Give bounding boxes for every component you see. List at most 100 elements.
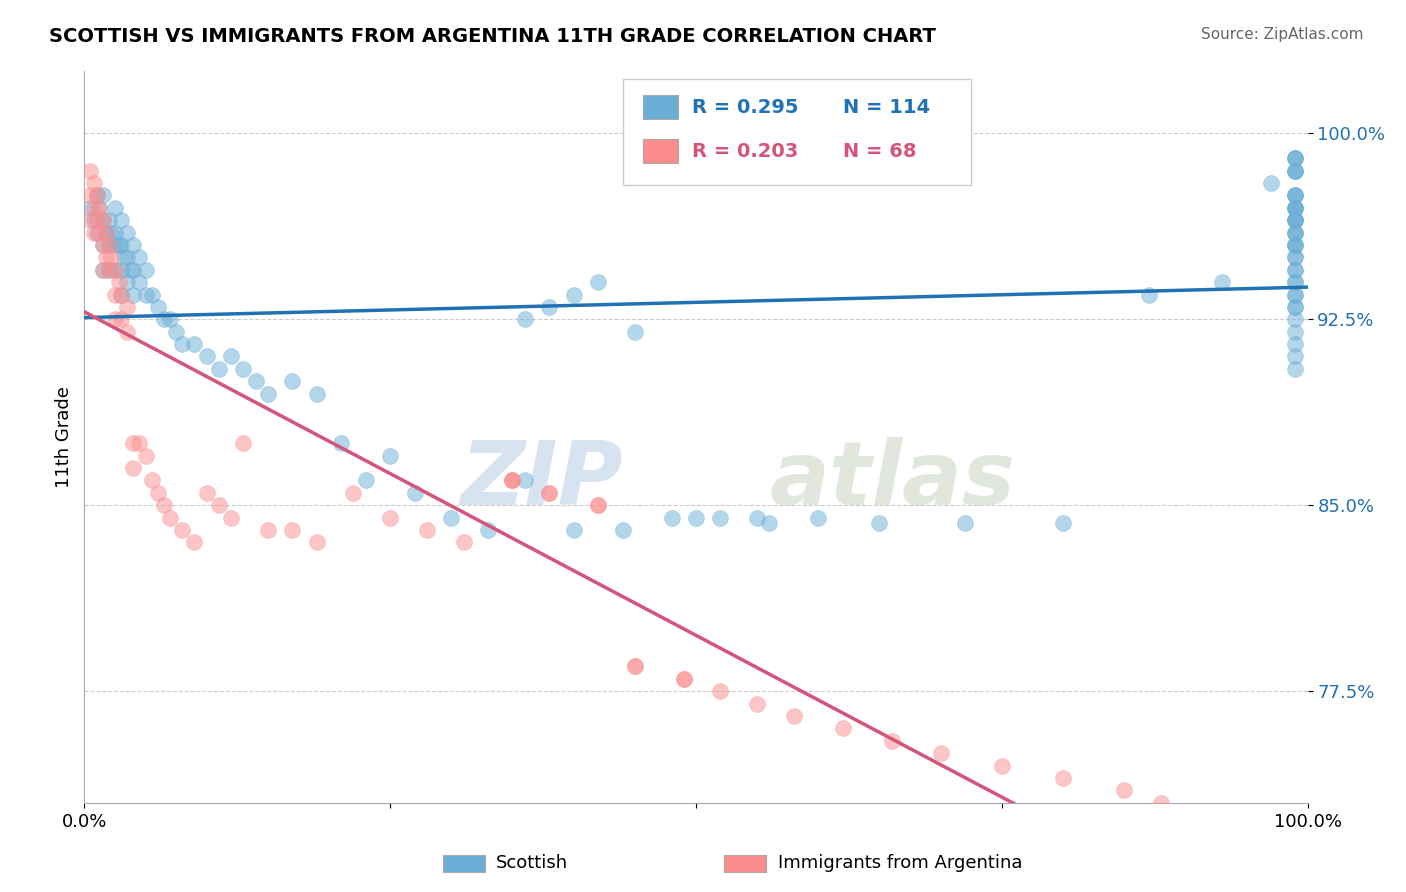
Point — [86, 188, 108, 202]
Point — [122, 287, 145, 301]
Point — [232, 436, 254, 450]
Point — [115, 325, 138, 339]
Point — [86, 213, 108, 227]
Point — [97, 238, 120, 252]
Point — [83, 226, 105, 240]
Text: N = 68: N = 68 — [842, 142, 917, 161]
Point — [1284, 213, 1306, 227]
Point — [1284, 300, 1306, 314]
Point — [685, 510, 707, 524]
Point — [146, 486, 169, 500]
Point — [183, 337, 205, 351]
Point — [91, 213, 114, 227]
Point — [91, 213, 114, 227]
Point — [440, 510, 463, 524]
Point — [831, 722, 853, 736]
Point — [1150, 796, 1173, 810]
Point — [1284, 163, 1306, 178]
Text: N = 114: N = 114 — [842, 98, 929, 117]
Point — [165, 325, 187, 339]
Point — [1284, 300, 1306, 314]
Point — [538, 486, 561, 500]
Point — [135, 449, 157, 463]
Point — [79, 188, 101, 202]
Point — [128, 250, 150, 264]
Point — [1284, 238, 1306, 252]
Point — [1284, 287, 1306, 301]
Point — [153, 498, 176, 512]
Point — [87, 201, 110, 215]
Point — [1284, 262, 1306, 277]
Point — [232, 362, 254, 376]
Point — [1284, 213, 1306, 227]
Point — [807, 510, 830, 524]
Point — [586, 498, 609, 512]
Point — [624, 659, 647, 673]
Text: SCOTTISH VS IMMIGRANTS FROM ARGENTINA 11TH GRADE CORRELATION CHART: SCOTTISH VS IMMIGRANTS FROM ARGENTINA 11… — [49, 27, 936, 45]
Point — [1284, 312, 1306, 326]
Point — [100, 250, 122, 264]
Point — [104, 226, 127, 240]
Point — [107, 238, 129, 252]
Point — [758, 516, 780, 530]
Point — [1284, 163, 1306, 178]
Point — [104, 262, 127, 277]
Point — [747, 510, 769, 524]
Point — [380, 510, 402, 524]
Point — [219, 350, 242, 364]
Point — [513, 312, 536, 326]
Point — [122, 262, 145, 277]
Point — [110, 287, 132, 301]
Point — [87, 226, 110, 240]
Point — [112, 250, 135, 264]
Text: ZIP: ZIP — [460, 437, 623, 524]
Point — [562, 287, 585, 301]
Point — [1284, 188, 1306, 202]
Point — [991, 758, 1014, 772]
Point — [245, 374, 267, 388]
Point — [502, 474, 524, 488]
Point — [880, 734, 903, 748]
Point — [141, 287, 163, 301]
Point — [1137, 287, 1160, 301]
Point — [115, 250, 138, 264]
Point — [330, 436, 353, 450]
Point — [477, 523, 499, 537]
Point — [153, 312, 176, 326]
Point — [97, 238, 120, 252]
Point — [1114, 783, 1136, 797]
FancyBboxPatch shape — [623, 78, 972, 185]
Point — [172, 337, 194, 351]
Point — [953, 516, 976, 530]
Point — [146, 300, 169, 314]
Point — [1284, 226, 1306, 240]
Point — [120, 262, 142, 277]
Point — [1284, 188, 1306, 202]
Point — [538, 486, 561, 500]
Point — [305, 535, 328, 549]
Point — [86, 188, 108, 202]
Point — [1284, 262, 1306, 277]
Point — [104, 262, 127, 277]
Point — [1284, 238, 1306, 252]
Point — [1052, 771, 1074, 785]
Point — [1211, 275, 1233, 289]
Point — [1284, 238, 1306, 252]
Point — [110, 213, 132, 227]
Point — [1284, 226, 1306, 240]
Point — [219, 510, 242, 524]
Point — [1284, 275, 1306, 289]
Point — [342, 486, 364, 500]
Point — [135, 262, 157, 277]
Point — [747, 697, 769, 711]
Point — [1284, 151, 1306, 165]
Point — [97, 262, 120, 277]
Point — [159, 312, 181, 326]
Point — [661, 510, 683, 524]
Point — [281, 523, 304, 537]
Point — [929, 746, 952, 760]
Point — [513, 474, 536, 488]
Point — [100, 226, 122, 240]
Point — [1284, 275, 1306, 289]
Point — [709, 684, 731, 698]
